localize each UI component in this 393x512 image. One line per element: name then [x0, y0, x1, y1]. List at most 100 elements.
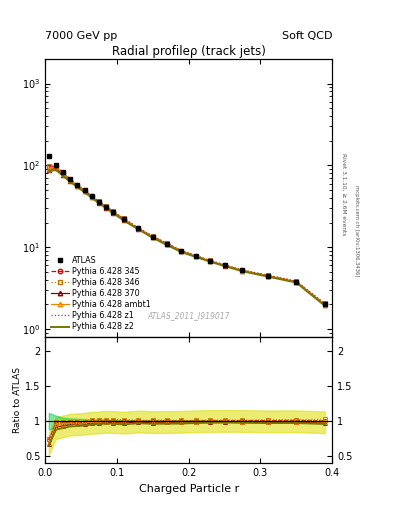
Pythia 6.428 370	[323, 302, 327, 308]
Pythia 6.428 370	[122, 217, 127, 223]
Pythia 6.428 346	[294, 278, 299, 284]
Pythia 6.428 z2	[165, 242, 169, 248]
Pythia 6.428 z2	[61, 173, 66, 179]
Pythia 6.428 z2	[75, 184, 80, 190]
Pythia 6.428 z1	[53, 163, 58, 169]
Pythia 6.428 370	[90, 194, 94, 200]
Pythia 6.428 346	[97, 198, 101, 204]
Pythia 6.428 345	[75, 182, 80, 188]
Pythia 6.428 z1	[46, 164, 51, 170]
Pythia 6.428 z1	[97, 199, 101, 205]
Pythia 6.428 z2	[179, 249, 184, 255]
Text: ATLAS_2011_I919017: ATLAS_2011_I919017	[147, 311, 230, 321]
Pythia 6.428 370	[265, 273, 270, 279]
Pythia 6.428 345	[323, 302, 327, 308]
Pythia 6.428 346	[122, 216, 127, 222]
Pythia 6.428 z2	[111, 210, 116, 216]
Text: 7000 GeV pp: 7000 GeV pp	[45, 31, 118, 41]
Pythia 6.428 370	[82, 188, 87, 195]
Pythia 6.428 346	[222, 262, 227, 268]
Pythia 6.428 345	[265, 272, 270, 279]
Text: mcplots.cern.ch [arXiv:1306.3436]: mcplots.cern.ch [arXiv:1306.3436]	[354, 185, 359, 276]
Pythia 6.428 z1	[151, 233, 155, 239]
Pythia 6.428 370	[104, 204, 108, 210]
Pythia 6.428 ambt1	[97, 199, 101, 205]
Pythia 6.428 z2	[193, 254, 198, 260]
Pythia 6.428 345	[193, 253, 198, 259]
Pythia 6.428 z2	[104, 205, 108, 211]
Pythia 6.428 370	[68, 178, 73, 184]
Pythia 6.428 z2	[265, 273, 270, 280]
Line: Pythia 6.428 ambt1: Pythia 6.428 ambt1	[46, 164, 327, 307]
Pythia 6.428 346	[165, 240, 169, 246]
Pythia 6.428 z2	[82, 189, 87, 195]
Pythia 6.428 z1	[122, 216, 127, 222]
Pythia 6.428 345	[82, 187, 87, 194]
Pythia 6.428 346	[104, 203, 108, 209]
Pythia 6.428 346	[151, 233, 155, 239]
Pythia 6.428 346	[240, 267, 245, 273]
Pythia 6.428 ambt1	[240, 267, 245, 273]
Pythia 6.428 z2	[97, 200, 101, 206]
Pythia 6.428 ambt1	[208, 258, 213, 264]
Pythia 6.428 345	[104, 204, 108, 210]
Pythia 6.428 ambt1	[111, 209, 116, 215]
Pythia 6.428 z2	[136, 226, 141, 232]
Pythia 6.428 345	[165, 241, 169, 247]
Pythia 6.428 z1	[111, 209, 116, 215]
Pythia 6.428 z1	[240, 267, 245, 273]
Pythia 6.428 z2	[151, 235, 155, 241]
Pythia 6.428 z2	[122, 218, 127, 224]
Pythia 6.428 ambt1	[68, 177, 73, 183]
Pythia 6.428 z1	[323, 301, 327, 307]
Pythia 6.428 ambt1	[136, 225, 141, 231]
Pythia 6.428 345	[222, 262, 227, 268]
Pythia 6.428 370	[222, 263, 227, 269]
Pythia 6.428 z2	[323, 303, 327, 309]
Pythia 6.428 z1	[193, 253, 198, 259]
Pythia 6.428 346	[68, 176, 73, 182]
Pythia 6.428 z2	[240, 268, 245, 274]
Pythia 6.428 345	[208, 258, 213, 264]
Y-axis label: Ratio to ATLAS: Ratio to ATLAS	[13, 367, 22, 433]
Pythia 6.428 370	[179, 248, 184, 254]
Pythia 6.428 370	[193, 253, 198, 260]
Pythia 6.428 345	[97, 199, 101, 205]
Text: Soft QCD: Soft QCD	[282, 31, 332, 41]
Pythia 6.428 345	[90, 193, 94, 199]
Pythia 6.428 z2	[46, 168, 51, 174]
Text: Rivet 3.1.10, ≥ 2.6M events: Rivet 3.1.10, ≥ 2.6M events	[341, 154, 346, 236]
Pythia 6.428 ambt1	[82, 188, 87, 194]
Pythia 6.428 z1	[179, 248, 184, 254]
Pythia 6.428 z1	[75, 182, 80, 188]
Pythia 6.428 z1	[90, 193, 94, 199]
Pythia 6.428 z2	[90, 195, 94, 201]
Pythia 6.428 ambt1	[323, 302, 327, 308]
Pythia 6.428 ambt1	[104, 204, 108, 210]
Pythia 6.428 345	[61, 170, 66, 176]
Line: Pythia 6.428 346: Pythia 6.428 346	[46, 163, 327, 306]
Pythia 6.428 ambt1	[75, 183, 80, 189]
X-axis label: Charged Particle r: Charged Particle r	[138, 484, 239, 494]
Pythia 6.428 345	[136, 225, 141, 231]
Pythia 6.428 ambt1	[90, 194, 94, 200]
Pythia 6.428 ambt1	[222, 262, 227, 268]
Pythia 6.428 z1	[294, 279, 299, 285]
Pythia 6.428 ambt1	[294, 279, 299, 285]
Pythia 6.428 370	[111, 209, 116, 216]
Pythia 6.428 346	[53, 163, 58, 169]
Pythia 6.428 ambt1	[179, 248, 184, 254]
Pythia 6.428 345	[179, 248, 184, 254]
Pythia 6.428 346	[82, 187, 87, 194]
Line: Pythia 6.428 z1: Pythia 6.428 z1	[49, 166, 325, 304]
Pythia 6.428 345	[122, 216, 127, 222]
Pythia 6.428 346	[136, 225, 141, 231]
Pythia 6.428 ambt1	[165, 241, 169, 247]
Pythia 6.428 370	[165, 241, 169, 247]
Pythia 6.428 345	[46, 164, 51, 170]
Pythia 6.428 z2	[222, 263, 227, 269]
Pythia 6.428 345	[240, 267, 245, 273]
Pythia 6.428 370	[61, 172, 66, 178]
Pythia 6.428 346	[75, 182, 80, 188]
Pythia 6.428 346	[265, 272, 270, 278]
